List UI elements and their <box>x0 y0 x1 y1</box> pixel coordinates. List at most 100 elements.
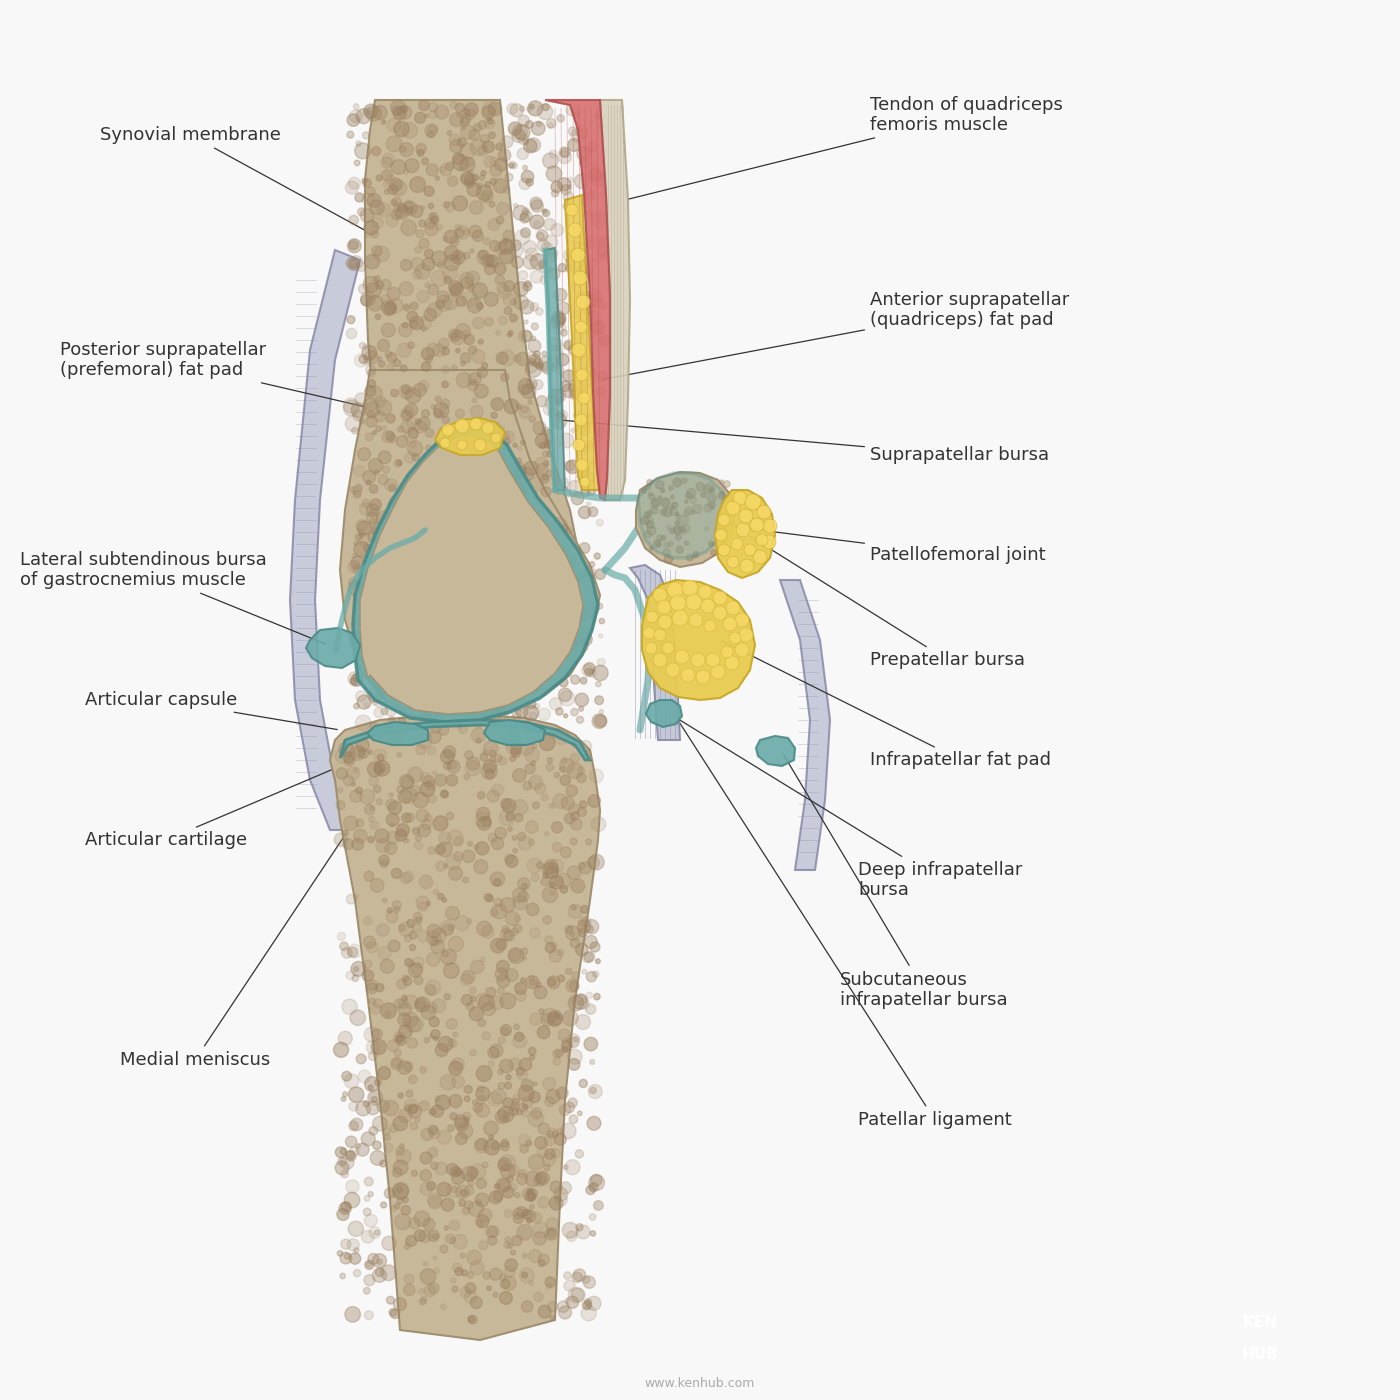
Circle shape <box>444 762 451 770</box>
Circle shape <box>504 280 514 291</box>
Circle shape <box>504 854 514 864</box>
Circle shape <box>430 703 435 708</box>
Circle shape <box>407 311 417 322</box>
Circle shape <box>543 475 547 480</box>
Circle shape <box>367 983 377 994</box>
Circle shape <box>409 1075 417 1084</box>
Circle shape <box>535 783 546 794</box>
Circle shape <box>388 503 392 507</box>
Circle shape <box>536 862 543 868</box>
Polygon shape <box>630 566 680 741</box>
Circle shape <box>489 1191 503 1204</box>
Circle shape <box>424 1037 430 1043</box>
Circle shape <box>477 1019 486 1026</box>
Circle shape <box>455 104 465 112</box>
Circle shape <box>533 496 536 500</box>
Circle shape <box>573 1036 578 1042</box>
Circle shape <box>496 242 508 255</box>
Circle shape <box>358 284 368 294</box>
Circle shape <box>428 284 438 295</box>
Circle shape <box>525 361 536 372</box>
Circle shape <box>426 683 438 696</box>
Circle shape <box>563 1011 578 1026</box>
Circle shape <box>528 1193 536 1201</box>
Circle shape <box>400 259 412 270</box>
Circle shape <box>381 708 388 715</box>
Circle shape <box>503 1116 507 1120</box>
Circle shape <box>356 739 370 752</box>
Circle shape <box>412 608 419 616</box>
Circle shape <box>396 1149 412 1163</box>
Circle shape <box>389 178 402 190</box>
Circle shape <box>511 928 518 935</box>
Circle shape <box>447 1019 456 1029</box>
Circle shape <box>559 150 571 164</box>
Circle shape <box>465 491 475 501</box>
Circle shape <box>424 308 437 321</box>
Circle shape <box>458 724 462 728</box>
Circle shape <box>476 624 491 640</box>
Circle shape <box>549 150 557 158</box>
Circle shape <box>410 1123 417 1130</box>
Circle shape <box>566 925 573 934</box>
Circle shape <box>675 521 679 525</box>
Circle shape <box>574 311 581 319</box>
Circle shape <box>671 595 686 610</box>
Circle shape <box>413 923 421 931</box>
Circle shape <box>403 977 412 986</box>
Circle shape <box>400 365 407 371</box>
Circle shape <box>414 1229 426 1242</box>
Circle shape <box>353 465 364 477</box>
Circle shape <box>441 1303 447 1309</box>
Circle shape <box>364 917 372 925</box>
Circle shape <box>547 620 554 627</box>
Circle shape <box>578 767 585 774</box>
Circle shape <box>466 1002 475 1011</box>
Circle shape <box>441 750 454 763</box>
Circle shape <box>599 634 603 638</box>
Circle shape <box>389 298 403 312</box>
Circle shape <box>353 1270 361 1277</box>
Circle shape <box>403 428 417 442</box>
Circle shape <box>350 678 357 685</box>
Circle shape <box>400 220 416 235</box>
Circle shape <box>437 291 449 302</box>
Circle shape <box>455 1117 469 1131</box>
Circle shape <box>503 925 510 932</box>
Circle shape <box>529 477 543 491</box>
Circle shape <box>542 210 550 217</box>
Circle shape <box>437 468 442 475</box>
Circle shape <box>568 1288 584 1303</box>
Circle shape <box>524 461 539 476</box>
Circle shape <box>545 396 560 410</box>
Circle shape <box>524 281 532 291</box>
Circle shape <box>682 477 687 483</box>
Circle shape <box>553 594 568 609</box>
Text: Prepatellar bursa: Prepatellar bursa <box>750 536 1025 669</box>
Circle shape <box>419 1288 424 1294</box>
Circle shape <box>496 428 500 433</box>
Circle shape <box>510 725 515 731</box>
Circle shape <box>568 185 571 189</box>
Circle shape <box>378 451 391 463</box>
Circle shape <box>374 470 379 475</box>
Circle shape <box>476 1086 490 1100</box>
Circle shape <box>378 539 382 543</box>
Circle shape <box>696 671 710 685</box>
Circle shape <box>671 505 673 510</box>
Circle shape <box>570 981 578 991</box>
Circle shape <box>363 470 375 483</box>
Circle shape <box>512 125 528 140</box>
Circle shape <box>395 1203 400 1208</box>
Circle shape <box>477 1085 484 1092</box>
Circle shape <box>455 916 469 931</box>
Circle shape <box>512 206 528 220</box>
Circle shape <box>386 214 398 227</box>
Circle shape <box>547 451 553 456</box>
Circle shape <box>647 521 654 528</box>
Circle shape <box>476 1215 489 1228</box>
Circle shape <box>364 960 372 969</box>
Circle shape <box>543 578 559 594</box>
Circle shape <box>350 1119 363 1131</box>
Circle shape <box>442 294 458 309</box>
